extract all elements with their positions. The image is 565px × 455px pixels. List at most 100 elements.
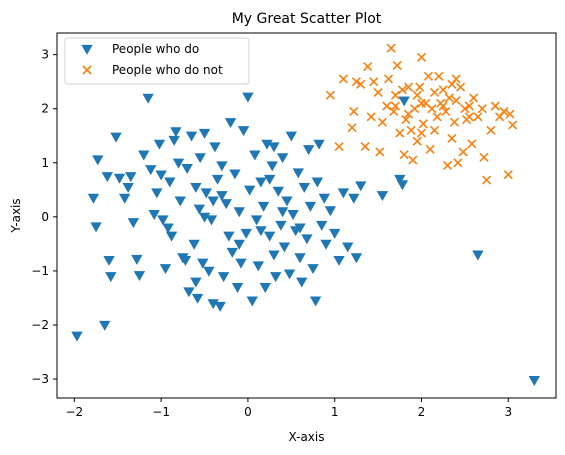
point-people-who-do <box>233 207 245 218</box>
point-people-who-do <box>194 153 206 164</box>
point-people-who-do <box>119 193 131 204</box>
point-people-who-do <box>200 188 212 199</box>
y-tick-label: 0 <box>41 210 49 224</box>
point-people-who-do-not <box>447 133 457 144</box>
y-tick-label: −2 <box>31 318 49 332</box>
point-people-who-do <box>309 296 322 307</box>
y-axis-ticks: −3 −2 −1 0 1 2 3 <box>31 48 57 386</box>
y-tick-label: −1 <box>31 264 49 278</box>
point-people-who-do-not <box>377 117 388 127</box>
point-people-who-do <box>113 173 126 184</box>
point-people-who-do <box>237 126 250 137</box>
point-people-who-do <box>315 220 328 231</box>
point-people-who-do-not <box>360 141 370 152</box>
point-people-who-do <box>272 186 284 197</box>
point-people-who-do <box>127 218 140 229</box>
point-people-who-do-not <box>416 98 427 108</box>
point-people-who-do <box>207 196 219 207</box>
point-people-who-do-not <box>399 150 409 160</box>
point-people-who-do <box>217 272 230 283</box>
point-people-who-do <box>283 269 296 280</box>
point-people-who-do-not <box>477 104 487 114</box>
point-people-who-do-not <box>397 85 407 95</box>
point-people-who-do-not <box>503 170 513 180</box>
point-people-who-do <box>209 142 221 153</box>
point-people-who-do <box>276 207 289 218</box>
point-people-who-do-not <box>460 104 470 114</box>
point-people-who-do <box>90 222 102 233</box>
point-people-who-do <box>211 174 224 185</box>
legend-box <box>64 37 250 85</box>
point-people-who-do-not <box>490 101 500 111</box>
point-people-who-do-not <box>438 85 448 95</box>
point-people-who-do-not <box>453 158 463 168</box>
point-people-who-do <box>304 201 317 212</box>
point-people-who-do-not <box>449 117 460 127</box>
point-people-who-do-not <box>383 74 394 84</box>
legend-marker-people-who-do <box>81 44 93 55</box>
point-people-who-do <box>276 153 289 164</box>
point-people-who-do <box>181 164 193 174</box>
point-people-who-do <box>198 212 211 223</box>
point-people-who-do <box>242 92 254 103</box>
point-people-who-do-not <box>464 101 474 111</box>
point-people-who-do <box>233 239 245 250</box>
legend-label: People who do <box>112 42 199 56</box>
x-tick-label: 1 <box>331 405 339 419</box>
point-people-who-do <box>333 255 345 266</box>
point-people-who-do <box>133 271 146 282</box>
point-people-who-do <box>292 168 304 179</box>
point-people-who-do <box>266 161 278 172</box>
point-people-who-do <box>216 191 228 202</box>
point-people-who-do <box>318 193 330 204</box>
point-people-who-do <box>398 96 410 107</box>
point-people-who-do <box>145 165 157 176</box>
point-people-who-do <box>207 299 219 310</box>
point-people-who-do-not <box>356 79 366 89</box>
point-people-who-do <box>165 231 178 242</box>
point-people-who-do <box>71 331 83 342</box>
point-people-who-do-not <box>441 106 451 116</box>
point-people-who-do-not <box>499 106 509 116</box>
point-people-who-do <box>278 242 291 253</box>
point-people-who-do <box>138 150 150 161</box>
point-people-who-do <box>235 258 247 269</box>
point-people-who-do-not <box>438 101 448 111</box>
point-people-who-do-not <box>386 43 396 53</box>
point-people-who-do <box>179 255 192 266</box>
point-people-who-do <box>231 282 244 293</box>
point-people-who-do <box>355 181 367 192</box>
point-people-who-do <box>329 228 341 239</box>
point-people-who-do-not <box>425 144 435 154</box>
point-people-who-do <box>162 223 174 234</box>
point-people-who-do <box>198 128 211 139</box>
point-people-who-do <box>350 253 363 264</box>
point-people-who-do-not <box>363 61 373 72</box>
point-people-who-do <box>240 228 252 239</box>
legend-label: People who do not <box>112 63 223 77</box>
point-people-who-do-not <box>482 175 492 185</box>
point-people-who-do <box>157 215 169 226</box>
point-people-who-do <box>255 177 267 188</box>
x-tick-label: 0 <box>244 405 252 419</box>
point-people-who-do <box>294 223 306 234</box>
point-people-who-do-not <box>434 71 444 81</box>
point-people-who-do-not <box>351 77 361 87</box>
point-people-who-do <box>188 239 200 250</box>
point-people-who-do-not <box>505 109 515 119</box>
point-people-who-do <box>287 209 299 220</box>
point-people-who-do-not <box>403 82 414 92</box>
x-tick-label: −1 <box>152 405 170 419</box>
point-people-who-do <box>298 182 311 193</box>
point-people-who-do <box>257 201 270 212</box>
point-people-who-do-not <box>390 101 401 111</box>
point-people-who-do <box>197 258 209 269</box>
point-people-who-do <box>216 161 228 172</box>
point-people-who-do-not <box>467 139 477 149</box>
point-people-who-do-not <box>401 114 411 125</box>
point-people-who-do <box>255 226 267 237</box>
point-people-who-do <box>320 239 332 250</box>
point-people-who-do <box>164 177 176 188</box>
point-people-who-do <box>105 272 117 283</box>
chart-title: My Great Scatter Plot <box>232 11 382 27</box>
